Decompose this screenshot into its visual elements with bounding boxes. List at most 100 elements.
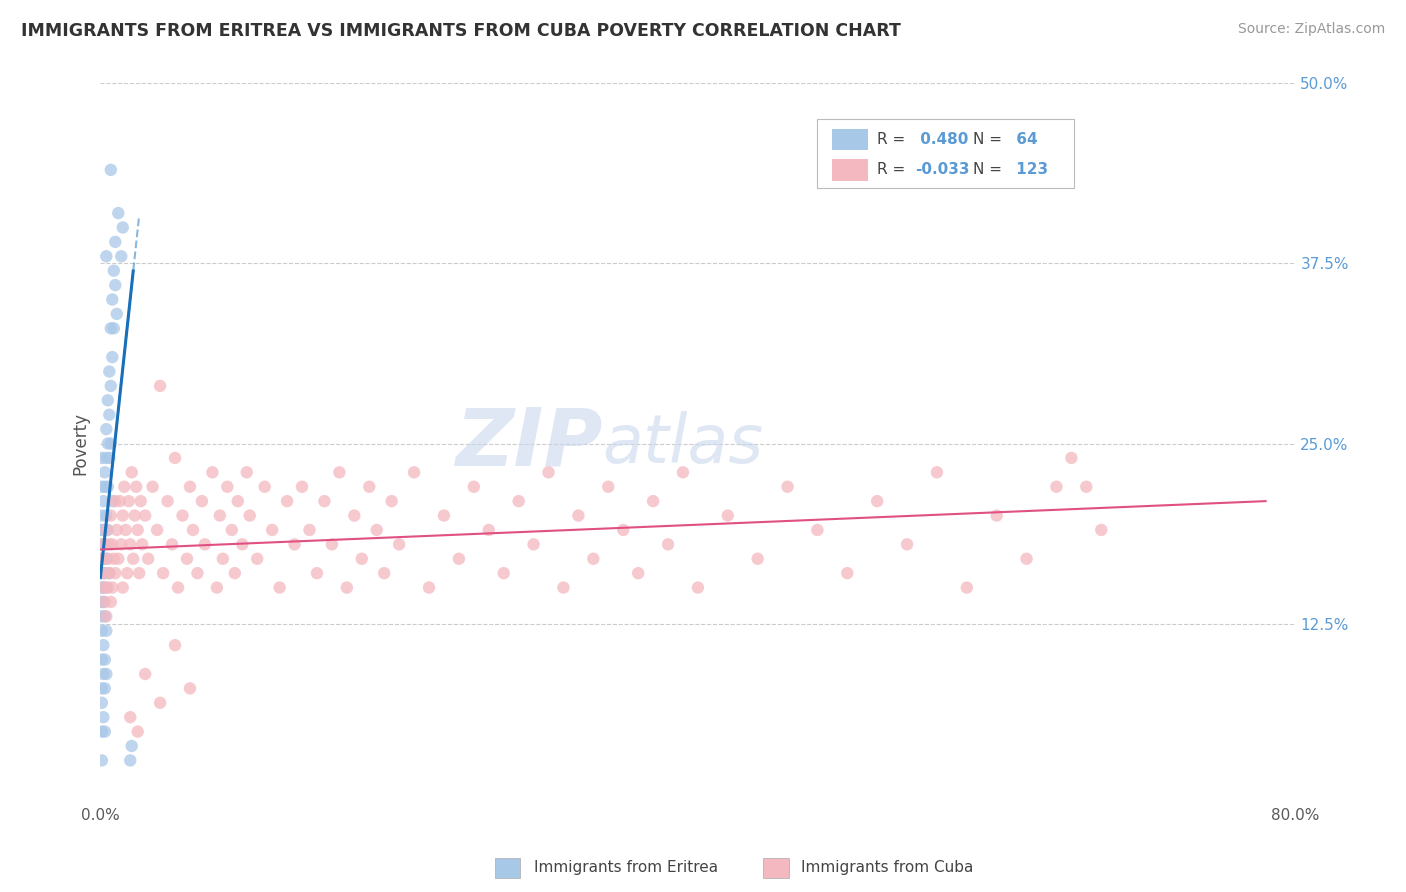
Point bbox=[100, 595, 122, 609]
Point bbox=[388, 537, 411, 551]
Point bbox=[537, 466, 560, 480]
Point bbox=[94, 724, 117, 739]
Point bbox=[156, 494, 179, 508]
Point bbox=[191, 494, 214, 508]
Point bbox=[1090, 523, 1112, 537]
Point bbox=[179, 480, 201, 494]
Point bbox=[96, 508, 118, 523]
Point bbox=[276, 494, 298, 508]
Point bbox=[253, 480, 276, 494]
Point bbox=[90, 609, 112, 624]
Point bbox=[104, 235, 127, 249]
Point bbox=[627, 566, 650, 581]
Point bbox=[125, 480, 148, 494]
Point bbox=[298, 523, 321, 537]
Point bbox=[328, 466, 350, 480]
Point bbox=[97, 436, 120, 450]
Point bbox=[291, 480, 314, 494]
Point bbox=[98, 364, 121, 378]
Point bbox=[381, 494, 404, 508]
Point bbox=[657, 537, 679, 551]
Point bbox=[101, 350, 124, 364]
Point bbox=[211, 551, 233, 566]
Point bbox=[94, 537, 117, 551]
Point bbox=[149, 379, 172, 393]
Point bbox=[127, 523, 149, 537]
Point bbox=[96, 551, 118, 566]
Point bbox=[152, 566, 174, 581]
Point bbox=[103, 263, 125, 277]
Point bbox=[91, 581, 114, 595]
Point bbox=[226, 494, 249, 508]
Point bbox=[121, 466, 143, 480]
Point bbox=[107, 551, 129, 566]
Point bbox=[508, 494, 530, 508]
Point bbox=[94, 681, 117, 696]
Point bbox=[94, 652, 117, 666]
Point bbox=[179, 681, 201, 696]
Point bbox=[224, 566, 246, 581]
Text: Immigrants from Cuba: Immigrants from Cuba bbox=[801, 860, 974, 874]
Text: 64: 64 bbox=[1011, 132, 1038, 147]
Point bbox=[553, 581, 575, 595]
Text: 123: 123 bbox=[1011, 162, 1047, 178]
Point bbox=[221, 523, 243, 537]
Point bbox=[101, 293, 124, 307]
Point bbox=[359, 480, 381, 494]
Point bbox=[100, 321, 122, 335]
Point bbox=[612, 523, 634, 537]
Point bbox=[90, 681, 112, 696]
FancyBboxPatch shape bbox=[832, 128, 868, 151]
Point bbox=[217, 480, 239, 494]
Point bbox=[160, 537, 183, 551]
Point bbox=[91, 595, 114, 609]
Point bbox=[91, 710, 114, 724]
Point bbox=[343, 508, 366, 523]
Point bbox=[262, 523, 284, 537]
Y-axis label: Poverty: Poverty bbox=[72, 412, 89, 475]
Point bbox=[90, 595, 112, 609]
Text: Immigrants from Eritrea: Immigrants from Eritrea bbox=[534, 860, 718, 874]
Point bbox=[896, 537, 918, 551]
Text: Source: ZipAtlas.com: Source: ZipAtlas.com bbox=[1237, 22, 1385, 37]
Point bbox=[96, 450, 118, 465]
Point bbox=[747, 551, 769, 566]
Point bbox=[101, 581, 124, 595]
Point bbox=[90, 581, 112, 595]
Point bbox=[433, 508, 456, 523]
Point bbox=[231, 537, 253, 551]
Point bbox=[97, 393, 120, 408]
Point bbox=[101, 494, 124, 508]
Point bbox=[90, 724, 112, 739]
Point bbox=[163, 638, 186, 652]
Point bbox=[94, 595, 117, 609]
FancyBboxPatch shape bbox=[832, 159, 868, 181]
Point bbox=[104, 494, 127, 508]
Point bbox=[321, 537, 343, 551]
Point bbox=[96, 624, 118, 638]
Point bbox=[100, 436, 122, 450]
Point bbox=[91, 581, 114, 595]
Point bbox=[127, 724, 149, 739]
Text: N =: N = bbox=[973, 132, 1007, 147]
Point bbox=[111, 581, 134, 595]
Point bbox=[96, 609, 118, 624]
Point bbox=[806, 523, 828, 537]
Point bbox=[100, 508, 122, 523]
Text: IMMIGRANTS FROM ERITREA VS IMMIGRANTS FROM CUBA POVERTY CORRELATION CHART: IMMIGRANTS FROM ERITREA VS IMMIGRANTS FR… bbox=[21, 22, 901, 40]
Point bbox=[167, 581, 190, 595]
Point bbox=[402, 466, 425, 480]
Point bbox=[94, 609, 117, 624]
Point bbox=[239, 508, 262, 523]
Point bbox=[94, 466, 117, 480]
Point bbox=[110, 249, 132, 263]
Point bbox=[1045, 480, 1067, 494]
Point bbox=[97, 581, 120, 595]
Point bbox=[90, 624, 112, 638]
Point bbox=[523, 537, 546, 551]
Point bbox=[1076, 480, 1098, 494]
Point bbox=[672, 466, 695, 480]
Point bbox=[118, 494, 141, 508]
Point bbox=[94, 566, 117, 581]
Point bbox=[122, 551, 145, 566]
